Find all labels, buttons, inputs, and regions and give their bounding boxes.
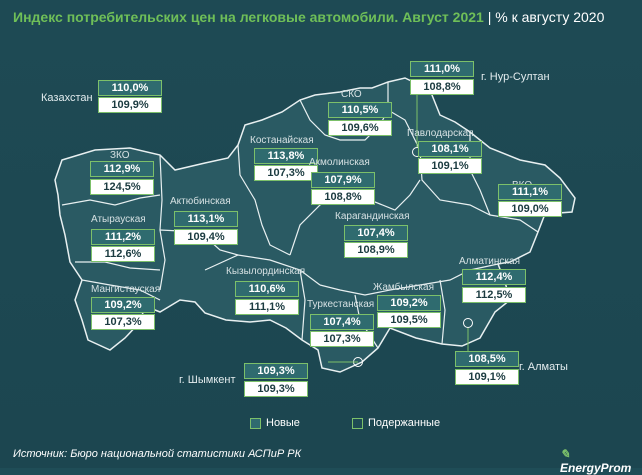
region-new-zhambyl: 109,2% [377,295,441,311]
region-new-kyzylorda: 110,6% [235,281,299,297]
region-label-almaty-region: Алматинская [459,256,520,267]
region-label-atyrau: Атырауская [91,214,146,225]
region-used-pavlodar: 109,1% [418,158,482,174]
region-used-mangistau: 107,3% [91,314,155,330]
region-used-almaty-region: 112,5% [462,287,526,303]
title-text: Индекс потребительских цен на легковые а… [13,9,484,25]
page-title: Индекс потребительских цен на легковые а… [13,9,604,25]
legend-used-swatch [352,418,363,429]
city-label-nursultan: г. Нур-Султан [481,71,550,83]
title-subtitle: | % к августу 2020 [487,9,605,25]
region-used-kyzylorda: 111,1% [235,299,299,315]
region-label-kostanay: Костанайская [250,135,314,146]
region-label-zhambyl: Жамбылская [373,282,434,293]
city-used-shymkent: 109,3% [244,381,308,397]
region-label-pavlodar: Павлодарская [407,128,474,139]
region-label-turkestan: Туркестанская [307,299,375,310]
region-new-sko: 110,5% [328,102,392,118]
region-used-zhambyl: 109,5% [377,312,441,328]
source-note: Источник: Бюро национальной статистики А… [13,448,302,460]
region-new-kostanay: 113,8% [254,148,318,164]
region-used-sko: 109,6% [328,120,392,136]
city-new-almaty: 108,5% [455,351,519,367]
country-label: Казахстан [41,92,93,104]
region-label-zko: ЗКО [110,150,130,161]
region-new-vko: 111,1% [498,184,562,200]
city-label-shymkent: г. Шымкент [179,374,236,386]
region-new-aktobe: 113,1% [174,211,238,227]
city-used-nursultan: 108,8% [410,79,474,95]
country-new-value: 110,0% [98,80,162,96]
region-label-mangistau: Мангистауская [91,284,161,295]
city-new-nursultan: 111,0% [410,61,474,77]
brand-logo: ✎ EnergyProm [560,447,642,475]
region-new-almaty-region: 112,4% [462,269,526,285]
region-label-akmola: Акмолинская [309,157,370,168]
legend-new-label: Новые [266,417,300,429]
region-used-atyrau: 112,6% [91,246,155,262]
brand-name: EnergyProm [560,461,632,475]
region-label-sko: СКО [341,89,362,100]
city-label-almaty: г. Алматы [519,361,568,373]
city-used-almaty: 109,1% [455,369,519,385]
region-used-turkestan: 107,3% [310,331,374,347]
region-used-aktobe: 109,4% [174,229,238,245]
region-used-kostanay: 107,3% [254,165,318,181]
region-new-turkestan: 107,4% [310,314,374,330]
logo-icon: ✎ [560,447,571,461]
region-new-pavlodar: 108,1% [418,141,482,157]
country-used-value: 109,9% [98,97,162,113]
region-new-atyrau: 111,2% [91,229,155,245]
region-new-karaganda: 107,4% [344,225,408,241]
region-label-kyzylorda: Кызылординская [226,266,306,277]
region-label-aktobe: Актюбинская [170,196,231,207]
region-used-akmola: 108,8% [311,189,375,205]
region-new-akmola: 107,9% [311,172,375,188]
region-label-karaganda: Карагандинская [335,211,410,222]
almaty-marker [463,318,473,328]
region-used-karaganda: 108,9% [344,242,408,258]
region-new-zko: 112,9% [90,161,154,177]
region-used-zko: 124,5% [90,179,154,195]
legend-used-label: Подержанные [368,417,441,429]
legend-new-swatch [250,418,261,429]
city-new-shymkent: 109,3% [244,363,308,379]
region-new-mangistau: 109,2% [91,297,155,313]
region-used-vko: 109,0% [498,201,562,217]
